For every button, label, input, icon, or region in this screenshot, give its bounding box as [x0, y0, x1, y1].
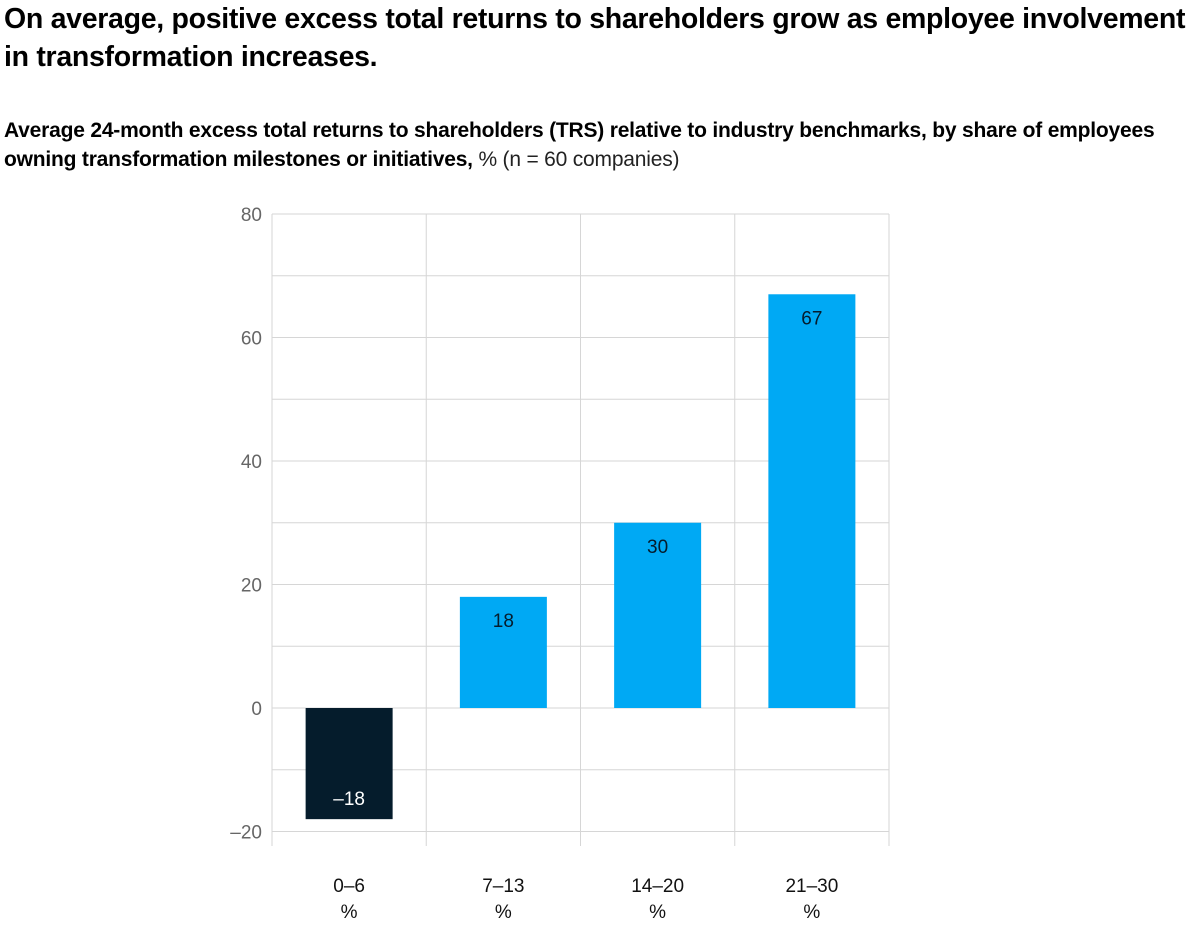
x-category-label: % [649, 902, 666, 923]
x-axis: 0–6% 7–13% 14–20% 21–30% [333, 876, 838, 923]
x-category-label: 0–6 [333, 876, 365, 897]
x-category-label: % [341, 902, 358, 923]
y-tick-label: 80 [241, 205, 262, 226]
x-category-label: 7–13 [482, 876, 524, 897]
bars: –18 18 30 67 [305, 294, 856, 820]
data-label: 18 [493, 611, 514, 632]
y-tick-label: 0 [251, 699, 262, 720]
subtitle-unit: % (n = 60 companies) [472, 148, 680, 171]
bar [459, 596, 547, 708]
y-tick-label: –20 [230, 823, 262, 844]
y-tick-label: 40 [241, 452, 262, 473]
y-axis: 80 60 40 20 0 –20 [230, 205, 262, 844]
x-category-label: 14–20 [631, 876, 684, 897]
y-tick-label: 60 [241, 329, 262, 350]
x-category-label: % [495, 902, 512, 923]
bar [614, 522, 702, 708]
chart-title: On average, positive excess total return… [4, 3, 1186, 73]
x-category-label: 21–30 [785, 876, 838, 897]
x-category-label: % [803, 902, 820, 923]
y-tick-label: 20 [241, 576, 262, 597]
chart-subtitle: Average 24-month excess total returns to… [4, 116, 1194, 174]
data-label: –18 [333, 789, 365, 810]
data-label: 30 [647, 537, 668, 558]
bar [305, 708, 393, 820]
subtitle-main: Average 24-month excess total returns to… [4, 119, 1155, 171]
bar [768, 294, 856, 708]
data-label: 67 [801, 308, 822, 329]
